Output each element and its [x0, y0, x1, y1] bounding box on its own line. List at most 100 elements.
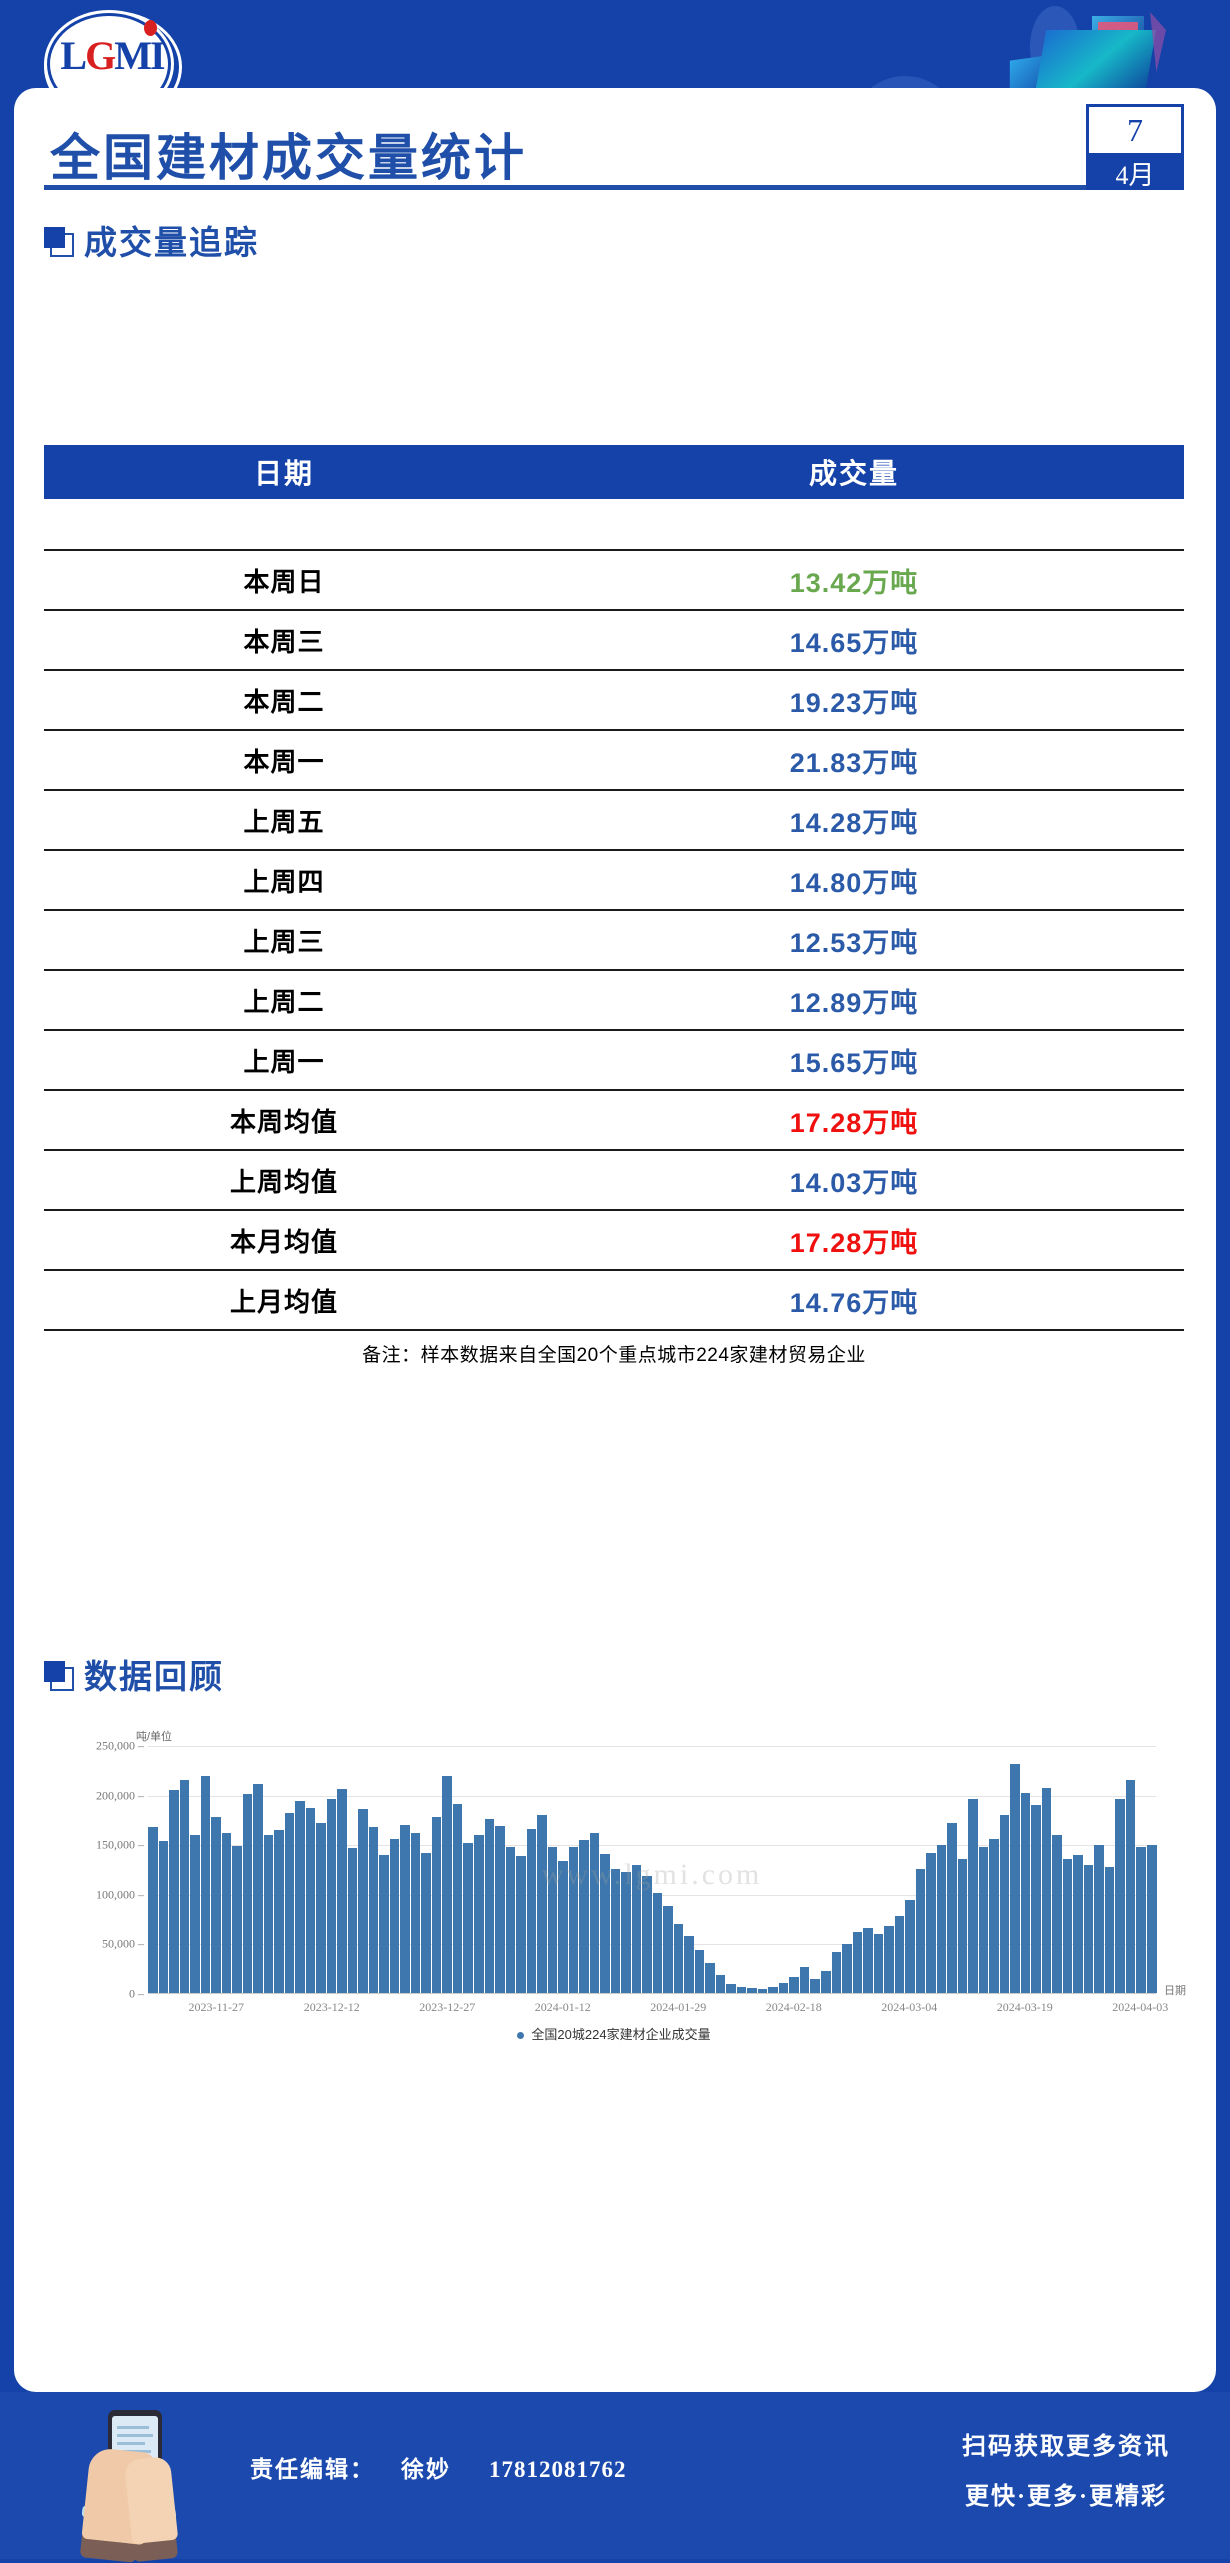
chart-legend: 全国20城224家建材企业成交量: [44, 2024, 1184, 2043]
chart-y-tick-label: 100,000 –: [96, 1887, 144, 1902]
footer-editor-info: 责任编辑： 徐妙 17812081762: [250, 2450, 627, 2484]
chart-bar: [579, 1839, 589, 1993]
row-label: 上月均值: [229, 1286, 338, 1317]
table-body: 本周日 13.42万吨本周三 14.65万吨本周二 19.23万吨本周一 21.83万吨…: [44, 549, 1184, 1329]
chart-bar: [558, 1860, 568, 1993]
phone-line: [117, 2442, 145, 2445]
chart-bar: [169, 1790, 179, 1993]
chart-x-tick-label: 2024-03-04: [881, 2000, 938, 2014]
chart-bar: [642, 1876, 652, 1993]
row-label: 本周三: [243, 626, 325, 657]
row-value: 14.28万吨: [789, 807, 919, 838]
table-row: 本周三 14.65万吨: [44, 609, 1184, 669]
editor-label: 责任编辑：: [250, 2457, 375, 2482]
chart-bar: [179, 1779, 190, 1993]
chart-bar: [495, 1826, 505, 1993]
volume-table: 日期 成交量 本周日 13.42万吨本周三 14.65万吨本周二 19.23万吨本周一…: [44, 445, 1184, 1375]
row-value: 14.80万吨: [789, 867, 919, 898]
chart-plot-area: www.lgmi.com: [148, 1746, 1157, 1994]
chart-bar: [463, 1842, 473, 1993]
section-title-tracking: 成交量追踪: [84, 226, 259, 262]
footer-promo: 扫码获取更多资讯 更快·更多·更精彩: [962, 2422, 1170, 2522]
chart-bar: [1125, 1779, 1136, 1993]
row-label: 本周二: [243, 686, 325, 717]
chart-bar: [148, 1827, 158, 1993]
chart-bar: [989, 1838, 999, 1993]
table-row: 上周四 14.80万吨: [44, 849, 1184, 909]
chart-bar: [547, 1846, 558, 1993]
chart-x-tick-label: 2024-02-18: [765, 2000, 822, 2014]
chart-x-tick-label: 2024-01-12: [534, 2000, 591, 2014]
table-row: 上月均值 14.76万吨: [44, 1269, 1184, 1329]
chart-bar: [200, 1775, 211, 1993]
table-row: 本周均值 17.28万吨: [44, 1089, 1184, 1149]
table-row: 上周五 14.28万吨: [44, 789, 1184, 849]
history-bar-chart: 吨/单位 0 – 50,000 – 100,000 – 150,000 – 200,00…: [44, 1728, 1186, 2042]
row-label: 上周三: [243, 926, 325, 957]
page-footer: 责任编辑： 徐妙 17812081762 扫码获取更多资讯 更快·更多·更精彩: [0, 2392, 1230, 2563]
row-label: 上周四: [243, 866, 325, 897]
chart-bar: [978, 1846, 989, 1993]
chart-bar: [379, 1854, 389, 1993]
editor-phone: 17812081762: [489, 2457, 627, 2482]
chart-bar: [1146, 1844, 1157, 1993]
content-card: 全国建材成交量统计 7 4月 成交量追踪 日期 成交量 本周日 13.42万吨 本周…: [14, 88, 1216, 2392]
chart-bar: [852, 1931, 863, 1993]
chart-bar: [263, 1834, 274, 1993]
chart-bar: [158, 1840, 169, 1993]
chart-bar: [295, 1801, 305, 1993]
row-label: 本周一: [243, 746, 325, 777]
column-header-date: 日期: [253, 458, 314, 489]
chart-bar: [473, 1834, 484, 1993]
column-header-volume: 成交量: [808, 458, 899, 489]
chart-bars: [148, 1746, 1157, 1993]
row-value: 14.65万吨: [789, 627, 919, 658]
chart-bar: [431, 1817, 442, 1993]
logo-dot-icon: [144, 20, 157, 36]
table-spacer: [44, 499, 1184, 549]
row-label: 上周一: [243, 1046, 325, 1077]
hand-right: [123, 2455, 179, 2545]
chart-gridline: [148, 1845, 1156, 1847]
chart-x-tick-label: 2023-12-27: [419, 2000, 476, 2014]
row-label: 本月均值: [229, 1226, 338, 1257]
table-row: 本周日 13.42万吨: [44, 549, 1184, 609]
section-heading-review: 数据回顾: [44, 1650, 224, 1698]
chart-bar: [778, 1983, 789, 1993]
legend-label: 全国20城224家建材企业成交量: [531, 2027, 711, 2042]
chart-bar: [631, 1864, 642, 1993]
chart-bar: [915, 1868, 926, 1993]
chart-x-tick-label: 2024-03-19: [996, 2000, 1053, 2014]
chart-bar: [421, 1852, 431, 1993]
chart-bar: [452, 1804, 463, 1993]
chart-bar: [757, 1989, 768, 1993]
chart-bar: [663, 1906, 673, 1993]
chart-x-axis: [148, 1993, 1156, 1994]
chart-bar: [190, 1834, 200, 1993]
chart-bar: [999, 1815, 1010, 1993]
chart-bar: [1083, 1864, 1094, 1993]
chart-bar: [1136, 1846, 1146, 1993]
chart-bar: [484, 1819, 495, 1993]
row-label: 本周日: [243, 566, 325, 597]
chart-bar: [221, 1832, 232, 1993]
chart-x-ticks: 2023-11-27 2023-12-12 2023-12-27 2024-01-12…: [148, 2000, 1168, 2018]
chart-gridline: [148, 1944, 1156, 1946]
chart-x-tick-label: 2024-01-29: [650, 2000, 707, 2014]
legend-marker-icon: [517, 2032, 525, 2040]
table-row: 本周一 21.83万吨: [44, 729, 1184, 789]
table-row: 本月均值 17.28万吨: [44, 1209, 1184, 1269]
row-value: 19.23万吨: [789, 687, 919, 718]
chart-y-tick-label: 50,000 –: [102, 1936, 144, 1951]
title-divider: [44, 185, 1184, 190]
row-label: 上周五: [243, 806, 325, 837]
chart-bar: [253, 1783, 263, 1993]
chart-bar: [526, 1829, 537, 1993]
chart-bar: [905, 1900, 915, 1993]
phone-line: [117, 2434, 153, 2437]
chart-watermark: www.lgmi.com: [541, 1857, 763, 1891]
chart-bar: [694, 1949, 705, 1993]
chart-bar: [884, 1925, 894, 1993]
chart-bar: [873, 1933, 884, 1993]
chart-y-tick-label: 200,000 –: [96, 1788, 144, 1803]
